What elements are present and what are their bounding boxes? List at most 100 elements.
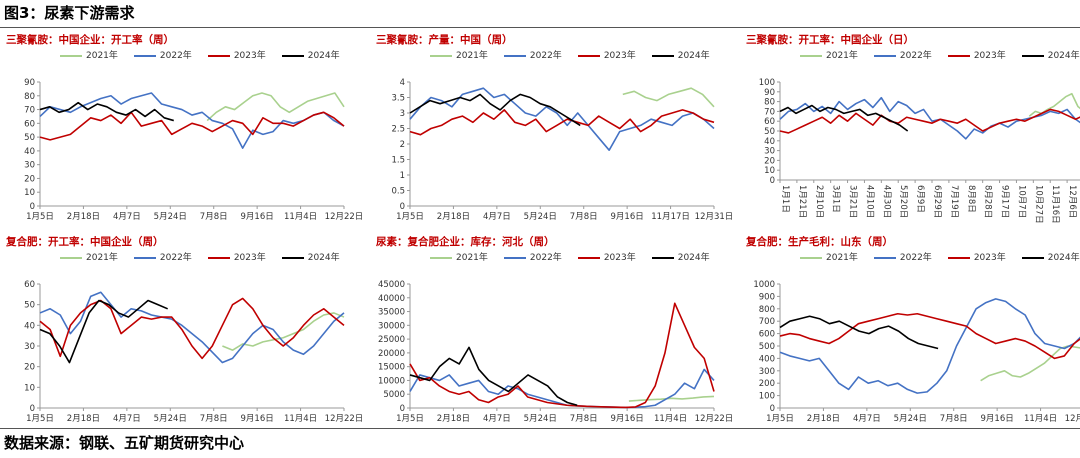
series-line-2023 — [409, 109, 715, 136]
y-tick-label: 300 — [759, 367, 775, 377]
x-tick-label: 1月5日 — [396, 212, 424, 222]
legend-swatch — [1021, 54, 1044, 57]
source-note: 数据来源：钢联、五矿期货研究中心 — [4, 434, 245, 452]
legend-label: 2021年 — [826, 51, 858, 61]
legend-swatch — [430, 256, 452, 259]
chart-plot-area: 0 100 200 300 400 500 600 700 800 900 1000 1月5日 2月18… — [753, 280, 1080, 424]
y-tick-label: 10 — [24, 188, 35, 198]
x-tick-label: 10月7日 — [1016, 185, 1026, 218]
y-tick-label: 30 — [24, 161, 35, 171]
y-tick-label: 5000 — [383, 390, 405, 400]
legend-item: 2024年 — [1021, 250, 1080, 263]
y-tick-label: 700 — [759, 317, 775, 327]
series-line-2021 — [980, 345, 1080, 382]
chart-panel-compound-fertilizer-operating-rate: 复合肥：开工率：中国企业（周） 2021年 2022年 2023年 2024年 0 10 20… — [0, 232, 363, 430]
series-line-2022 — [779, 298, 1080, 394]
legend-item: 2021年 — [60, 48, 118, 61]
y-tick-label: 20 — [24, 174, 35, 184]
series-line-2021 — [622, 87, 715, 108]
x-tick-label: 3月1日 — [831, 185, 841, 213]
y-tick-label: 50 — [24, 133, 35, 143]
x-tick-label: 4月7日 — [483, 414, 511, 424]
x-tick-label: 8月28日 — [983, 185, 993, 218]
legend-item: 2022年 — [873, 250, 932, 263]
series-line-2023 — [779, 312, 1080, 360]
x-tick-label: 2月18日 — [437, 414, 470, 424]
legend-swatch — [651, 54, 674, 57]
legend-label: 2022年 — [899, 253, 932, 263]
y-tick-label: 70 — [764, 107, 775, 117]
x-tick-label: 12月22日 — [695, 414, 734, 424]
x-tick-label: 7月8日 — [200, 414, 228, 424]
legend-item: 2024年 — [281, 250, 340, 263]
y-tick-label: 60 — [764, 117, 775, 127]
x-tick-label: 3月21日 — [848, 185, 858, 218]
legend-item: 2022年 — [873, 48, 932, 61]
x-tick-label: 12月22日 — [325, 414, 364, 424]
legend-item: 2022年 — [133, 48, 192, 61]
x-tick-label: 2月18日 — [437, 212, 470, 222]
legend-label: 2023年 — [233, 253, 266, 263]
y-tick-label: 0 — [770, 176, 775, 186]
legend-item: 2022年 — [503, 48, 562, 61]
legend-swatch — [60, 54, 82, 57]
y-tick-label: 50 — [24, 301, 35, 311]
legend-label: 2022年 — [159, 51, 192, 61]
x-tick-label: 11月4日 — [284, 212, 317, 222]
bottom-divider — [0, 428, 1080, 429]
y-tick-label: 20000 — [378, 349, 405, 359]
y-tick-label: 1.5 — [391, 156, 405, 166]
x-tick-label: 12月6日 — [1067, 185, 1077, 218]
x-tick-label: 5月24日 — [154, 212, 187, 222]
y-tick-label: 0 — [30, 202, 35, 212]
y-tick-label: 0 — [400, 404, 405, 414]
legend-label: 2022年 — [529, 253, 562, 263]
legend-label: 2023年 — [603, 253, 636, 263]
x-tick-label: 1月1日 — [780, 185, 790, 213]
legend-swatch — [207, 54, 230, 57]
legend-swatch — [873, 54, 896, 57]
x-tick-label: 9月16日 — [241, 212, 274, 222]
y-tick-label: 35000 — [378, 308, 405, 318]
y-tick-label: 1 — [400, 171, 405, 181]
x-tick-label: 7月8日 — [940, 414, 968, 424]
y-tick-label: 200 — [759, 379, 775, 389]
legend-label: 2023年 — [973, 51, 1006, 61]
y-tick-label: 1000 — [753, 280, 775, 290]
legend-swatch — [60, 256, 82, 259]
chart-plot-area: 0 10 20 30 40 50 60 1月5日 2月18日 4月7日 5月24日 7月8日 9月16日… — [24, 280, 363, 424]
y-tick-label: 3.5 — [391, 94, 405, 104]
legend-item: 2022年 — [133, 250, 192, 263]
y-tick-label: 40 — [24, 321, 35, 331]
x-tick-label: 7月8日 — [200, 212, 228, 222]
y-tick-label: 20 — [24, 363, 35, 373]
chart-plot-area: 0 10 20 30 40 50 60 70 80 90 1月5日 2月18日 4月7日 5月24日 7月8… — [24, 78, 363, 222]
chart-title: 三聚氰胺：产量：中国（周） — [376, 34, 513, 46]
legend-label: 2024年 — [677, 253, 710, 263]
y-tick-label: 80 — [764, 98, 775, 108]
x-tick-label: 4月7日 — [483, 212, 511, 222]
y-tick-label: 500 — [759, 342, 775, 352]
legend-swatch — [281, 256, 304, 259]
series-line-2024 — [409, 346, 578, 407]
legend-swatch — [133, 256, 156, 259]
x-tick-label: 2月18日 — [807, 414, 840, 424]
legend-label: 2024年 — [1047, 253, 1080, 263]
chart-legend: 2021年 2022年 2023年 2024年 — [60, 48, 356, 61]
chart-title: 复合肥：生产毛利：山东（周） — [746, 236, 893, 248]
legend-swatch — [651, 256, 674, 259]
chart-plot-area: 0 5000 10000 15000 20000 25000 30000 35000 40000… — [378, 280, 733, 424]
y-tick-label: 90 — [24, 78, 35, 88]
y-tick-label: 600 — [759, 330, 775, 340]
legend-label: 2022年 — [159, 253, 192, 263]
chart-panel-melamine-operating-rate-daily: 三聚氰胺：开工率：中国企业（日） 2021年 2022年 2023年 2024年 0 10 2… — [740, 30, 1080, 228]
series-line-2023 — [779, 108, 1080, 134]
y-tick-label: 0 — [30, 404, 35, 414]
x-tick-label: 9月16日 — [611, 212, 644, 222]
y-tick-label: 90 — [764, 88, 775, 98]
legend-item: 2021年 — [60, 250, 118, 263]
chart-title: 三聚氰胺：开工率：中国企业（日） — [746, 34, 914, 46]
x-tick-label: 9月16日 — [981, 414, 1014, 424]
x-tick-label: 6月9日 — [915, 185, 925, 213]
legend-swatch — [577, 256, 600, 259]
